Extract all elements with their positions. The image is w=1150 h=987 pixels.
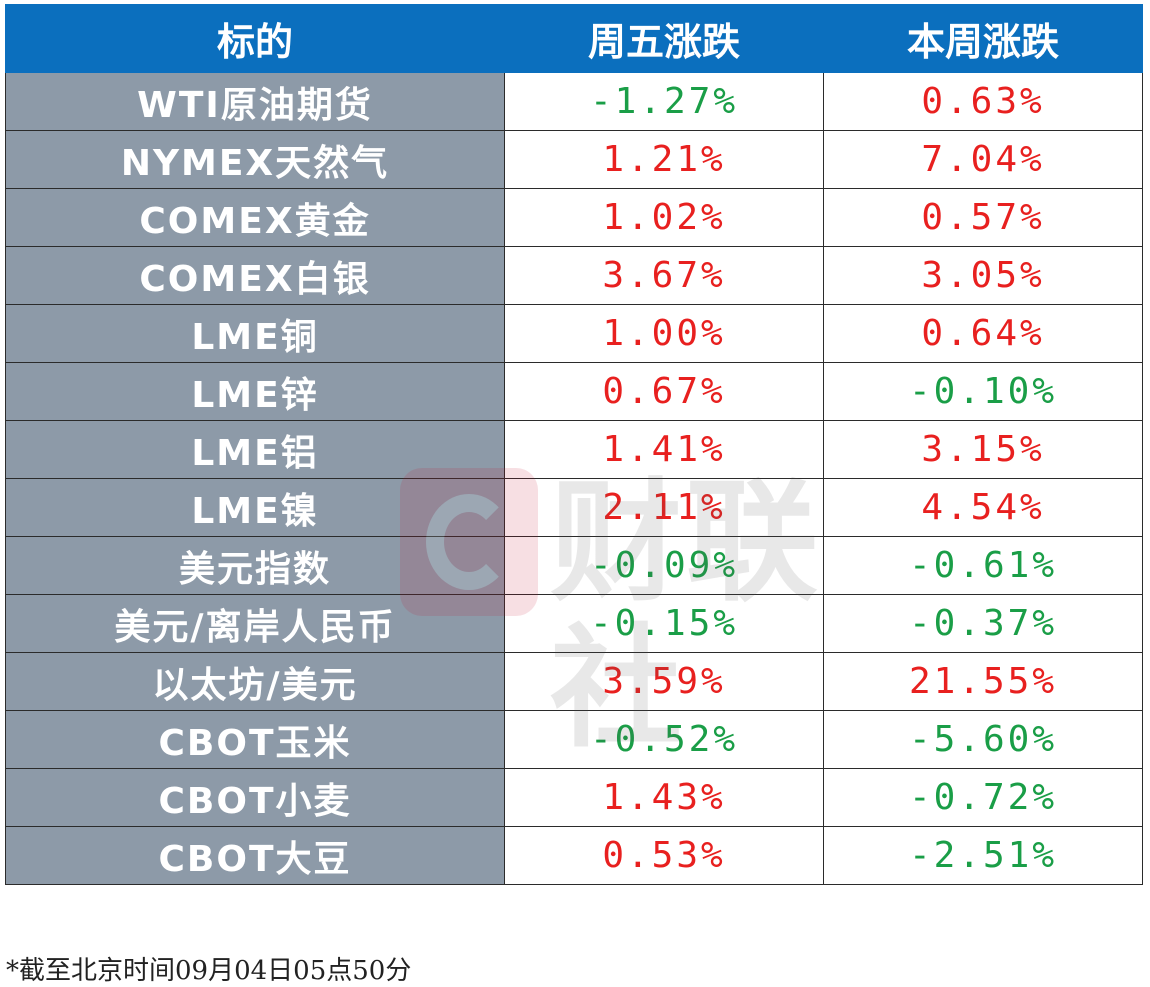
instrument-name: LME锌 xyxy=(5,362,505,421)
friday-change-value: -0.52% xyxy=(504,710,824,769)
instrument-name: COMEX白银 xyxy=(5,246,505,305)
instrument-name: NYMEX天然气 xyxy=(5,130,505,189)
week-change-value: 21.55% xyxy=(823,652,1143,711)
instrument-name: 美元/离岸人民币 xyxy=(5,594,505,653)
instrument-name: CBOT玉米 xyxy=(5,710,505,769)
week-change-value: -5.60% xyxy=(823,710,1143,769)
week-change-value: 3.15% xyxy=(823,420,1143,479)
price-change-table: 标的 周五涨跌 本周涨跌 WTI原油期货 -1.27% 0.63% NYMEX天然气 1… xyxy=(5,4,1143,885)
friday-change-value: 3.67% xyxy=(504,246,824,305)
table-row: 以太坊/美元 3.59% 21.55% xyxy=(5,652,1143,711)
header-row: 标的 周五涨跌 本周涨跌 xyxy=(5,4,1143,73)
friday-change-value: 1.43% xyxy=(504,768,824,827)
header-instrument: 标的 xyxy=(5,4,505,73)
table-row: CBOT玉米 -0.52% -5.60% xyxy=(5,710,1143,769)
friday-change-value: 1.41% xyxy=(504,420,824,479)
week-change-value: -0.61% xyxy=(823,536,1143,595)
instrument-name: CBOT大豆 xyxy=(5,826,505,885)
instrument-name: COMEX黄金 xyxy=(5,188,505,247)
week-change-value: 0.64% xyxy=(823,304,1143,363)
instrument-name: WTI原油期货 xyxy=(5,72,505,131)
table-row: LME镍 2.11% 4.54% xyxy=(5,478,1143,537)
friday-change-value: 0.53% xyxy=(504,826,824,885)
table-row: 美元/离岸人民币 -0.15% -0.37% xyxy=(5,594,1143,653)
table-row: CBOT小麦 1.43% -0.72% xyxy=(5,768,1143,827)
table-row: COMEX黄金 1.02% 0.57% xyxy=(5,188,1143,247)
week-change-value: 4.54% xyxy=(823,478,1143,537)
friday-change-value: 1.02% xyxy=(504,188,824,247)
week-change-value: 0.63% xyxy=(823,72,1143,131)
table-row: LME铝 1.41% 3.15% xyxy=(5,420,1143,479)
instrument-name: 以太坊/美元 xyxy=(5,652,505,711)
friday-change-value: 2.11% xyxy=(504,478,824,537)
table-header: 标的 周五涨跌 本周涨跌 xyxy=(5,4,1143,73)
friday-change-value: -1.27% xyxy=(504,72,824,131)
table-row: CBOT大豆 0.53% -2.51% xyxy=(5,826,1143,885)
week-change-value: -2.51% xyxy=(823,826,1143,885)
friday-change-value: -0.09% xyxy=(504,536,824,595)
friday-change-value: -0.15% xyxy=(504,594,824,653)
footnote: *截至北京时间09月04日05点50分 xyxy=(6,956,412,986)
friday-change-value: 3.59% xyxy=(504,652,824,711)
instrument-name: CBOT小麦 xyxy=(5,768,505,827)
table-row: NYMEX天然气 1.21% 7.04% xyxy=(5,130,1143,189)
table-row: WTI原油期货 -1.27% 0.63% xyxy=(5,72,1143,131)
header-friday-change: 周五涨跌 xyxy=(504,4,824,73)
week-change-value: -0.10% xyxy=(823,362,1143,421)
table-row: LME铜 1.00% 0.64% xyxy=(5,304,1143,363)
week-change-value: 3.05% xyxy=(823,246,1143,305)
table-body: WTI原油期货 -1.27% 0.63% NYMEX天然气 1.21% 7.04% COME… xyxy=(5,72,1143,885)
week-change-value: 0.57% xyxy=(823,188,1143,247)
friday-change-value: 0.67% xyxy=(504,362,824,421)
friday-change-value: 1.00% xyxy=(504,304,824,363)
table-row: 美元指数 -0.09% -0.61% xyxy=(5,536,1143,595)
header-week-change: 本周涨跌 xyxy=(823,4,1143,73)
week-change-value: -0.37% xyxy=(823,594,1143,653)
instrument-name: LME铜 xyxy=(5,304,505,363)
instrument-name: LME镍 xyxy=(5,478,505,537)
friday-change-value: 1.21% xyxy=(504,130,824,189)
week-change-value: -0.72% xyxy=(823,768,1143,827)
table-row: COMEX白银 3.67% 3.05% xyxy=(5,246,1143,305)
table-row: LME锌 0.67% -0.10% xyxy=(5,362,1143,421)
week-change-value: 7.04% xyxy=(823,130,1143,189)
instrument-name: 美元指数 xyxy=(5,536,505,595)
instrument-name: LME铝 xyxy=(5,420,505,479)
